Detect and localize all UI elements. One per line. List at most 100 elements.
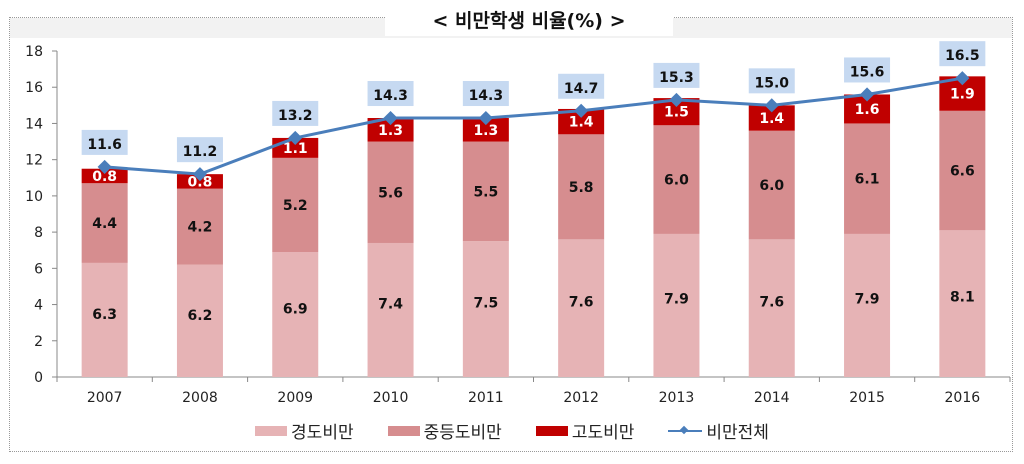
total-data-label: 14.3 <box>373 88 408 104</box>
bar-data-label: 1.9 <box>950 87 975 103</box>
total-marker <box>669 92 684 107</box>
total-label-box <box>653 62 700 88</box>
total-data-label: 11.2 <box>183 144 218 160</box>
bar-data-label: 5.6 <box>378 185 403 201</box>
bar-segment <box>81 183 128 263</box>
bar-data-label: 1.5 <box>664 105 689 121</box>
bar-data-label: 6.0 <box>664 173 689 189</box>
bar-segment <box>367 118 414 142</box>
legend-swatch <box>535 425 568 436</box>
total-marker <box>764 98 779 113</box>
total-data-label: 13.2 <box>278 108 313 124</box>
y-tick-label: 0 <box>34 370 43 386</box>
total-marker <box>955 71 970 86</box>
total-marker <box>859 87 875 102</box>
bar-segment <box>844 123 891 234</box>
bar-segment <box>653 125 700 234</box>
legend-label: 중등도비만 <box>423 423 502 443</box>
bar-data-label: 7.6 <box>569 294 594 310</box>
total-data-label: 14.3 <box>469 88 504 104</box>
bar-segment <box>272 157 319 253</box>
total-label-box <box>367 81 414 107</box>
bar-data-label: 1.4 <box>569 115 594 131</box>
bar-segment <box>272 252 319 377</box>
bar-data-label: 6.1 <box>855 172 880 188</box>
bar-segment <box>844 233 891 377</box>
x-tick-label: 2007 <box>87 390 123 406</box>
bar-segment <box>81 168 128 184</box>
total-label-box <box>176 137 223 163</box>
total-data-label: 14.7 <box>564 81 599 97</box>
bar-data-label: 8.1 <box>950 289 975 305</box>
bar-segment <box>176 174 223 189</box>
bar-data-label: 6.6 <box>950 164 975 180</box>
bar-segment <box>462 141 509 242</box>
x-tick-label: 2011 <box>468 390 504 406</box>
total-data-label: 16.5 <box>945 48 980 64</box>
bar-segment <box>939 110 986 231</box>
total-marker <box>574 103 589 118</box>
bar-segment <box>367 242 414 377</box>
legend-label: 경도비만 <box>291 423 354 443</box>
legend-item-severe: 고도비만 <box>535 418 634 443</box>
legend-label: 비만전체 <box>706 423 769 443</box>
total-data-label: 15.0 <box>754 75 789 91</box>
y-tick-label: 14 <box>25 116 43 132</box>
bar-data-label: 6.2 <box>188 308 213 324</box>
x-tick-label: 2014 <box>754 390 790 406</box>
x-tick-label: 2015 <box>849 390 885 406</box>
bar-data-label: 0.8 <box>188 174 213 190</box>
total-line <box>104 76 963 176</box>
legend: 경도비만 중등도비만 고도비만 비만전체 <box>0 418 1024 443</box>
total-data-label: 15.3 <box>659 70 694 86</box>
bar-segment <box>558 134 605 240</box>
y-tick-label: 18 <box>25 44 43 60</box>
bar-data-label: 7.9 <box>664 291 689 307</box>
bar-data-label: 4.4 <box>92 216 117 232</box>
bar-segment <box>81 262 128 377</box>
bar-data-label: 1.4 <box>759 111 784 127</box>
y-tick-label: 4 <box>34 298 43 314</box>
bar-segment <box>748 239 795 377</box>
bar-data-label: 1.1 <box>283 141 308 157</box>
bar-segment <box>748 130 795 240</box>
bar-segment <box>939 230 986 377</box>
bar-data-label: 7.6 <box>759 294 784 310</box>
bar-data-label: 1.6 <box>855 102 880 118</box>
bar-data-label: 6.9 <box>283 301 308 317</box>
legend-item-mild: 경도비만 <box>255 418 354 443</box>
bar-segment <box>653 233 700 377</box>
total-marker <box>288 130 303 146</box>
bar-data-label: 5.8 <box>569 180 594 196</box>
bar-segment <box>462 118 509 142</box>
x-tick-label: 2009 <box>277 390 313 406</box>
bar-data-label: 7.9 <box>855 291 880 307</box>
total-marker <box>192 167 208 182</box>
y-tick-label: 8 <box>34 225 43 241</box>
bar-data-label: 1.3 <box>473 123 498 139</box>
total-label-box <box>558 73 605 99</box>
y-tick-label: 2 <box>34 334 43 350</box>
total-label-box <box>939 41 986 67</box>
bar-data-label: 7.4 <box>378 296 403 312</box>
x-tick-label: 2010 <box>373 390 409 406</box>
bar-data-label: 4.2 <box>188 220 213 236</box>
legend-line-icon <box>668 426 703 436</box>
x-tick-label: 2012 <box>563 390 599 406</box>
y-tick-label: 12 <box>25 153 43 169</box>
total-marker <box>383 110 398 126</box>
legend-swatch <box>387 425 420 436</box>
x-tick-label: 2013 <box>659 390 695 406</box>
bar-data-label: 6.0 <box>759 178 784 194</box>
total-label-box <box>748 68 795 94</box>
y-tick-label: 10 <box>25 189 43 205</box>
bar-data-label: 7.5 <box>473 295 498 311</box>
bar-segment <box>558 239 605 377</box>
bar-data-label: 5.5 <box>473 184 498 200</box>
y-tick-label: 6 <box>34 261 43 277</box>
x-tick-label: 2016 <box>945 390 981 406</box>
legend-item-moderate: 중등도비만 <box>387 418 502 443</box>
y-tick-label: 16 <box>25 80 43 96</box>
bar-segment <box>367 141 414 243</box>
